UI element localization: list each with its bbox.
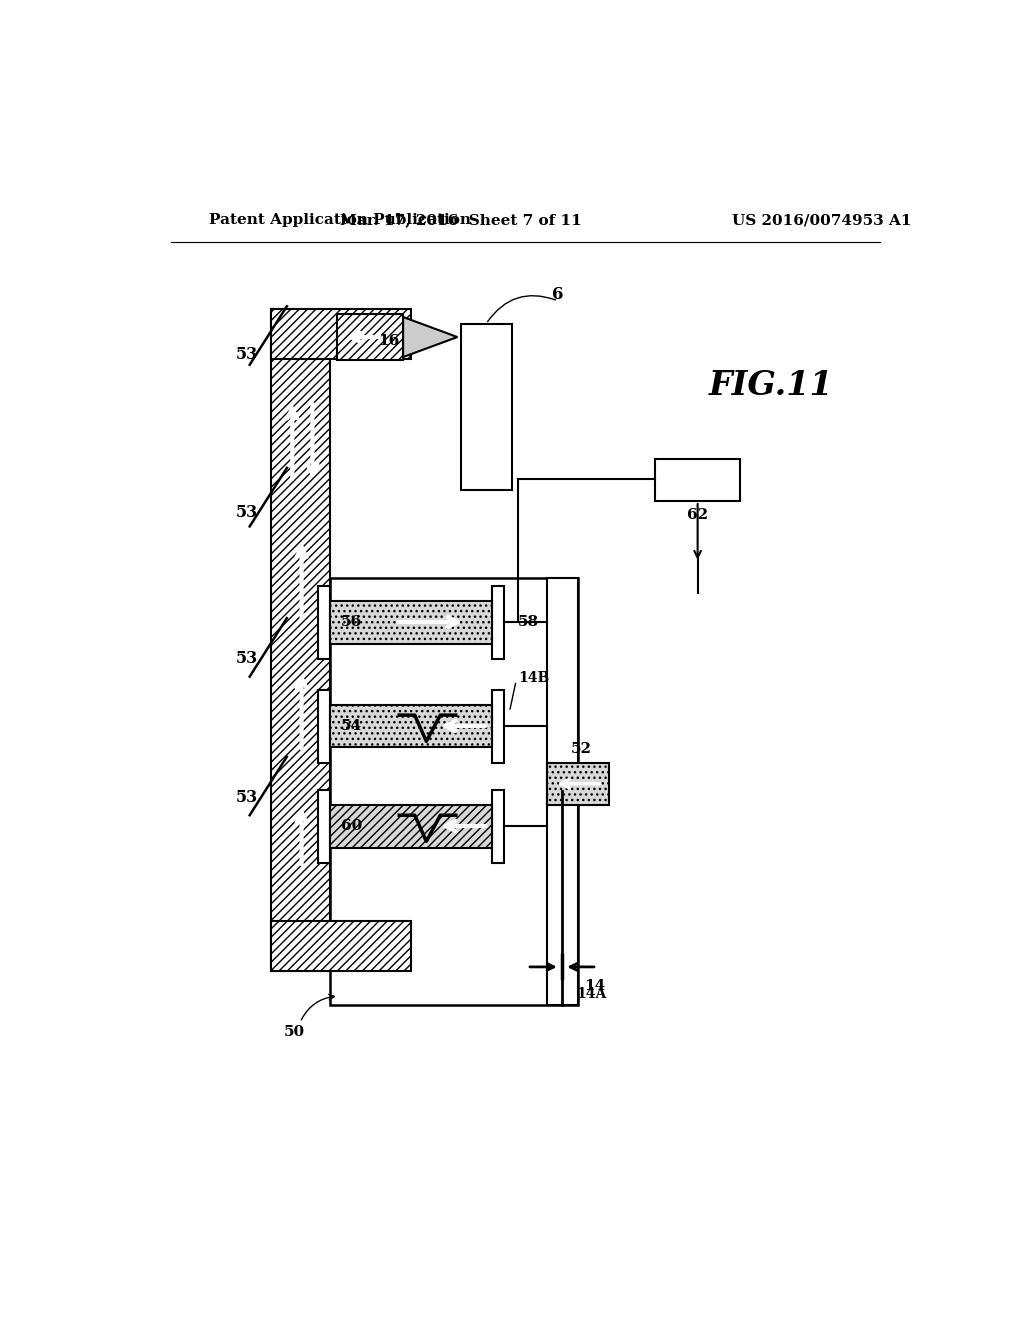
Text: 60: 60 <box>341 818 361 833</box>
Text: 50: 50 <box>284 1026 305 1039</box>
Bar <box>271 921 411 970</box>
Text: 14A: 14A <box>575 987 606 1001</box>
Bar <box>330 705 493 747</box>
Text: 54: 54 <box>341 719 361 733</box>
Bar <box>493 789 504 863</box>
Text: 53: 53 <box>237 789 258 807</box>
Text: 53: 53 <box>237 504 258 521</box>
Bar <box>330 578 578 1006</box>
Bar <box>330 601 493 644</box>
Text: 14: 14 <box>584 979 605 993</box>
Text: 53: 53 <box>237 651 258 668</box>
Polygon shape <box>403 317 458 358</box>
Bar <box>271 309 330 970</box>
Bar <box>317 689 330 763</box>
Text: US 2016/0074953 A1: US 2016/0074953 A1 <box>732 213 912 227</box>
Bar <box>330 805 493 847</box>
Text: 16: 16 <box>379 334 399 348</box>
Text: FIG.11: FIG.11 <box>710 370 834 403</box>
Bar <box>547 578 578 1006</box>
Bar <box>493 586 504 659</box>
Bar <box>547 763 608 805</box>
Text: Mar. 17, 2016  Sheet 7 of 11: Mar. 17, 2016 Sheet 7 of 11 <box>340 213 582 227</box>
Bar <box>493 689 504 763</box>
Bar <box>271 309 411 359</box>
Bar <box>337 314 403 360</box>
Text: 62: 62 <box>687 508 709 521</box>
Text: 53: 53 <box>237 346 258 363</box>
Bar <box>317 789 330 863</box>
Text: 6: 6 <box>552 286 564 304</box>
Bar <box>317 586 330 659</box>
Bar <box>461 323 512 490</box>
Text: 52: 52 <box>570 742 592 756</box>
Text: 56: 56 <box>341 615 361 628</box>
Text: 14B: 14B <box>518 671 549 685</box>
Bar <box>655 459 740 502</box>
Text: 58: 58 <box>518 615 539 628</box>
Text: Patent Application Publication: Patent Application Publication <box>209 213 471 227</box>
